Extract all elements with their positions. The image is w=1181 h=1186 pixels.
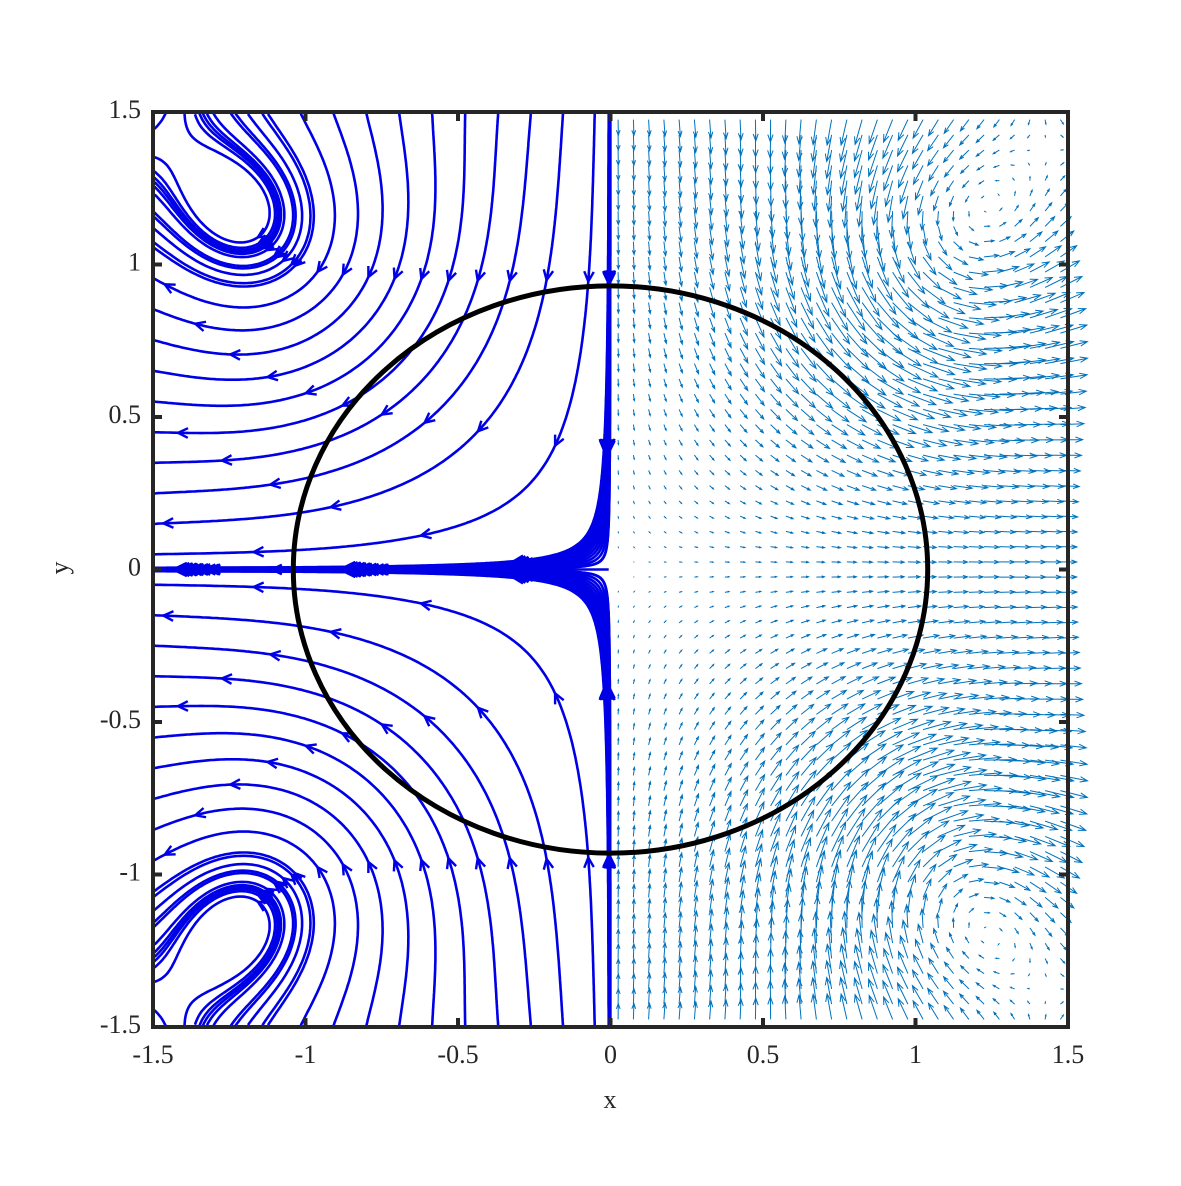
quiver-arrow [740,576,745,577]
quiver-arrow [996,180,1000,181]
quiver-arrow [1028,150,1030,151]
quiver-arrow [633,606,634,607]
quiver-arrow [618,665,619,669]
quiver-arrow [984,211,985,212]
quiver-arrow [633,531,634,532]
quiver-arrow [1028,988,1030,989]
y-axis-label: y [45,562,74,575]
x-axis-label: x [604,1085,617,1114]
quiver-arrow [664,562,666,563]
quiver-arrow [694,562,697,563]
quiver-arrow [1060,989,1063,990]
quiver-arrow [1030,958,1031,962]
quiver-arrow [618,636,619,638]
quiver-arrow [679,562,681,563]
quiver-arrow [633,592,634,593]
quiver-arrow [618,486,619,489]
y-tick-label: 1.5 [109,95,142,124]
quiver-arrow [633,547,634,548]
quiver-arrow [984,927,985,928]
x-tick-label: -1 [295,1040,317,1069]
x-tick-label: 1 [909,1040,922,1069]
y-tick-label: -1 [119,857,141,886]
quiver-arrow [710,577,714,578]
x-tick-label: -1.5 [132,1040,173,1069]
x-tick-label: -0.5 [437,1040,478,1069]
x-tick-label: 1.5 [1052,1040,1085,1069]
y-tick-label: 0.5 [109,400,142,429]
quiver-arrow [996,958,1000,959]
quiver-arrow [740,562,745,563]
quiver-arrow [694,577,697,578]
x-tick-label: 0.5 [747,1040,780,1069]
quiver-arrow [710,562,714,563]
quiver-arrow [1045,135,1046,137]
y-tick-label: -1.5 [100,1010,141,1039]
quiver-arrow [649,592,650,593]
quiver-arrow [1045,1002,1046,1004]
quiver-arrow [664,577,666,578]
quiver-arrow [618,470,619,474]
y-tick-label: -0.5 [100,705,141,734]
quiver-arrow [1060,150,1063,151]
quiver-arrow [1030,177,1031,181]
quiver-arrow [618,501,619,503]
quiver-arrow [618,650,619,653]
y-tick-label: 0 [128,552,141,581]
quiver-arrow [649,547,650,548]
y-tick-label: 1 [128,247,141,276]
quiver-arrow [679,577,681,578]
x-tick-label: 0 [604,1040,617,1069]
